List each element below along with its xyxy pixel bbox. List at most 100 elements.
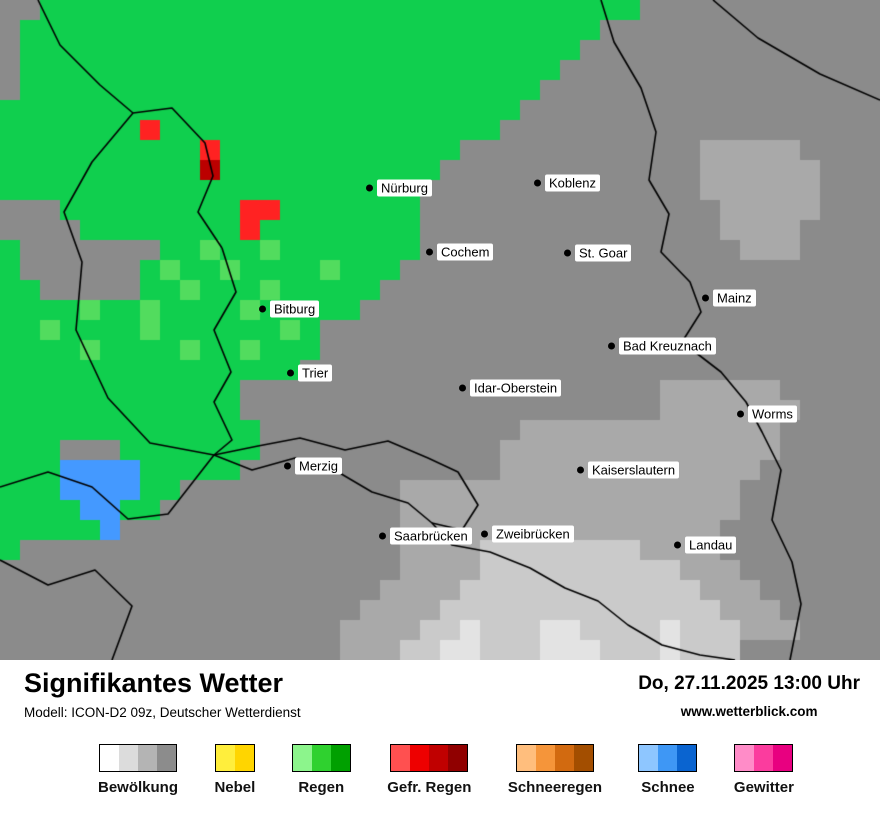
- city-dot: [481, 530, 488, 538]
- footer-right: Do, 27.11.2025 13:00 Uhr www.wetterblick…: [638, 668, 860, 719]
- legend-item: Bewölkung: [98, 744, 178, 796]
- city-dot: [259, 305, 266, 313]
- city-label: Bad Kreuznach: [619, 337, 716, 355]
- city-layer: Nürburg Koblenz Cochem St. Goar Mainz Bitburg…: [259, 174, 797, 554]
- legend-color-bar: [734, 744, 794, 772]
- legend-swatch: [573, 745, 593, 771]
- footer-top: Signifikantes Wetter Modell: ICON-D2 09z…: [0, 660, 880, 720]
- legend-swatch: [330, 745, 350, 771]
- city-label: Mainz: [713, 289, 756, 307]
- legend-color-bar: [214, 744, 255, 772]
- legend-label: Gewitter: [733, 779, 794, 796]
- city-label: Worms: [748, 405, 797, 423]
- city-label: Merzig: [295, 457, 343, 475]
- weather-map: Nürburg Koblenz Cochem St. Goar Mainz Bitburg…: [0, 0, 880, 660]
- website-url: www.wetterblick.com: [680, 704, 818, 719]
- legend-label: Schneeregen: [507, 779, 603, 796]
- city-dot: [608, 342, 615, 350]
- city-marker: Kaiserslautern: [577, 461, 680, 479]
- legend-item: Gewitter: [734, 744, 794, 796]
- legend-swatch: [100, 745, 119, 771]
- legend-label: Regen: [298, 779, 345, 796]
- legend-label: Schnee: [641, 779, 695, 796]
- city-marker: Zweibrücken: [481, 525, 574, 543]
- legend-item: Schneeregen: [508, 744, 602, 796]
- city-label: Trier: [298, 364, 333, 382]
- city-dot: [577, 466, 584, 474]
- city-marker: Saarbrücken: [379, 527, 472, 545]
- city-dot: [426, 248, 433, 256]
- city-marker: Trier: [287, 364, 333, 382]
- legend-label: Gefr. Regen: [387, 779, 472, 796]
- city-label: Bitburg: [270, 300, 320, 318]
- city-dot: [284, 462, 291, 470]
- city-marker: Worms: [737, 405, 797, 423]
- legend-swatch: [138, 745, 157, 771]
- legend-swatch: [658, 745, 678, 771]
- legend-swatch: [311, 745, 331, 771]
- legend-swatch: [448, 745, 468, 771]
- city-marker: Cochem: [426, 243, 494, 261]
- legend-swatch: [554, 745, 574, 771]
- legend-swatch: [292, 745, 312, 771]
- page-title: Signifikantes Wetter: [24, 668, 284, 698]
- legend-item: Schnee: [638, 744, 698, 796]
- legend-swatch: [157, 745, 176, 771]
- footer: Signifikantes Wetter Modell: ICON-D2 09z…: [0, 660, 880, 830]
- city-dot: [674, 541, 681, 549]
- city-marker: Mainz: [702, 289, 756, 307]
- legend: Bewölkung Nebel Regen Gefr. Regen Schneerege…: [98, 744, 794, 796]
- legend-label: Bewölkung: [98, 779, 179, 796]
- city-marker: Bitburg: [259, 300, 320, 318]
- city-marker: Nürburg: [366, 179, 432, 197]
- city-dot: [737, 410, 744, 418]
- city-label: Saarbrücken: [390, 527, 472, 545]
- legend-swatch: [234, 745, 254, 771]
- legend-swatch: [410, 745, 430, 771]
- forecast-datetime: Do, 27.11.2025 13:00 Uhr: [638, 673, 860, 694]
- city-dot: [564, 249, 571, 257]
- legend-color-bar: [291, 744, 351, 772]
- legend-swatch: [516, 745, 536, 771]
- legend-swatch: [429, 745, 449, 771]
- city-label: Nürburg: [377, 179, 432, 197]
- model-info: Modell: ICON-D2 09z, Deutscher Wetterdie…: [24, 705, 301, 720]
- city-marker: Koblenz: [534, 174, 600, 192]
- city-label: Zweibrücken: [492, 525, 574, 543]
- city-dot: [459, 384, 466, 392]
- city-dot: [534, 179, 541, 187]
- legend-item: Gefr. Regen: [387, 744, 471, 796]
- legend-color-bar: [99, 744, 177, 772]
- city-label: St. Goar: [575, 244, 632, 262]
- legend-swatch: [754, 745, 774, 771]
- legend-swatch: [391, 745, 411, 771]
- city-marker: Bad Kreuznach: [608, 337, 716, 355]
- city-marker: Landau: [674, 536, 737, 554]
- city-dot: [379, 532, 386, 540]
- legend-swatch: [735, 745, 755, 771]
- city-label: Koblenz: [545, 174, 600, 192]
- legend-color-bar: [638, 744, 698, 772]
- legend-swatch: [535, 745, 555, 771]
- legend-swatch: [677, 745, 697, 771]
- city-dot: [702, 294, 709, 302]
- city-dot: [366, 184, 373, 192]
- legend-swatch: [773, 745, 793, 771]
- legend-color-bar: [390, 744, 469, 772]
- city-dot: [287, 369, 294, 377]
- city-label: Landau: [685, 536, 737, 554]
- legend-swatch: [215, 745, 235, 771]
- legend-label: Nebel: [214, 779, 256, 796]
- legend-swatch: [119, 745, 138, 771]
- legend-color-bar: [515, 744, 594, 772]
- city-label: Idar-Oberstein: [470, 379, 562, 397]
- legend-swatch: [639, 745, 659, 771]
- city-marker: St. Goar: [564, 244, 632, 262]
- city-label: Cochem: [437, 243, 494, 261]
- footer-left: Signifikantes Wetter Modell: ICON-D2 09z…: [24, 668, 301, 720]
- city-marker: Idar-Oberstein: [459, 379, 562, 397]
- legend-item: Nebel: [214, 744, 255, 796]
- city-marker: Merzig: [284, 457, 343, 475]
- legend-item: Regen: [291, 744, 351, 796]
